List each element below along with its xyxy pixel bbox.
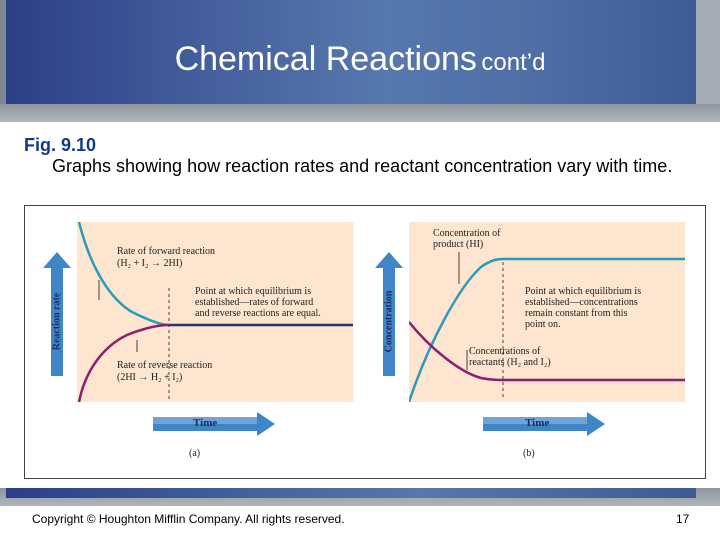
footer-bar-gradient [6,488,696,498]
panel-b-x-axis-title: Time [525,417,550,429]
product-label-2: product (HI) [433,239,484,250]
reactant-concentration-curve [409,321,504,382]
panel-b-y-axis-title: Concentration [383,290,395,353]
reverse-rate-curve [77,323,170,402]
product-label-1: Concentration of [433,228,501,239]
panel-a-y-axis-title: Reaction rate [51,292,63,351]
reverse-label-1: Rate of reverse reaction [117,360,213,371]
figure-caption: Graphs showing how reaction rates and re… [52,156,673,176]
slide-title-sub: cont’d [481,49,546,76]
reverse-label-2: (2HI → H₂ + I₂) [117,372,183,383]
slide-title-main: Chemical Reactions [174,40,477,78]
page-number: 17 [676,512,690,526]
panel-b-curves [409,252,685,402]
figure-label: Fig. 9.10 [24,135,97,155]
panel-b-letter: (b) [523,448,535,459]
panel-a-curves [77,222,353,402]
forward-label-1: Rate of forward reaction [117,246,216,257]
panel-b: Concentration Concentration of product (… [365,206,705,476]
product-concentration-curve [409,257,504,402]
forward-label-2: (H₂ + I₂ → 2HI) [117,258,183,269]
eq-label-a-3: and reverse reactions are equal. [195,308,321,319]
panel-a-x-arrow [153,412,275,436]
reactant-label-2: reactants (H₂ and I₂) [469,357,551,368]
eq-label-a-1: Point at which equilibrium is [195,286,312,297]
reactant-label-1: Concentrations of [469,346,541,357]
eq-label-a-2: established—rates of forward [195,297,314,308]
panel-b-x-arrow [483,412,605,436]
forward-rate-curve [77,222,170,327]
title-banner-bottom-strip [0,104,720,122]
panel-a: Reaction rate Rate of forward reaction (… [25,206,365,476]
panel-a-y-arrow [43,252,71,376]
title-banner-gradient [6,0,696,104]
panel-a-plot-area [77,222,353,402]
eq-label-b-2: established—concentrations [525,297,638,308]
eq-label-b-4: point on. [525,319,561,330]
panel-b-plot-area [409,222,685,402]
eq-label-b-1: Point at which equilibrium is [525,286,642,297]
title-banner-edge [696,0,720,122]
panel-a-x-axis-title: Time [193,417,218,429]
eq-label-b-3: remain constant from this [525,308,628,319]
panel-b-y-arrow [375,252,403,376]
copyright-text: Copyright © Houghton Mifflin Company. Al… [32,512,345,526]
slide-title: Chemical Reactions cont’d [0,40,720,79]
panel-a-letter: (a) [189,448,201,459]
figure-frame: Reaction rate Rate of forward reaction (… [24,205,706,479]
